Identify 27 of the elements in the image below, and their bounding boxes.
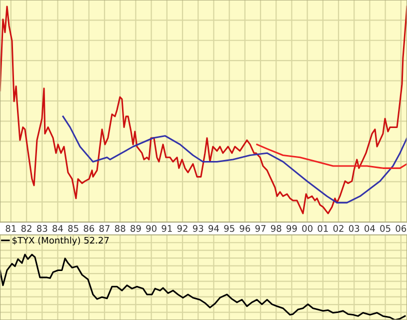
- x-tick-label: 98: [270, 225, 282, 232]
- x-tick-label: 02: [333, 225, 344, 232]
- x-tick-label: 82: [21, 225, 32, 232]
- x-tick-label: 86: [84, 225, 94, 232]
- x-tick-label: 06: [396, 225, 406, 232]
- x-tick-label: 90: [146, 225, 156, 232]
- x-tick-label: 81: [6, 225, 16, 232]
- x-tick-label: 92: [177, 225, 188, 232]
- x-tick-label: 95: [224, 225, 234, 232]
- x-tick-label: 99: [286, 225, 297, 232]
- x-tick-label: 94: [208, 225, 219, 232]
- x-tick-label: 85: [68, 225, 78, 232]
- x-tick-label: 91: [162, 225, 172, 232]
- legend-label: $TYX (Monthly) 52.27: [12, 236, 109, 246]
- x-tick-label: 01: [318, 225, 328, 232]
- x-tick-label: 97: [255, 225, 266, 232]
- x-tick-label: 00: [302, 225, 312, 232]
- x-tick-label: 05: [380, 225, 390, 232]
- x-tick-label: 04: [364, 225, 375, 232]
- x-tick-label: 96: [240, 225, 250, 232]
- x-tick-label: 03: [348, 225, 360, 232]
- x-tick-label: 93: [192, 225, 204, 232]
- x-tick-label: 84: [52, 225, 63, 232]
- x-tick-label: 89: [130, 225, 141, 232]
- x-tick-label: 87: [99, 225, 110, 232]
- x-tick-label: 88: [114, 225, 126, 232]
- x-tick-label: 83: [36, 225, 48, 232]
